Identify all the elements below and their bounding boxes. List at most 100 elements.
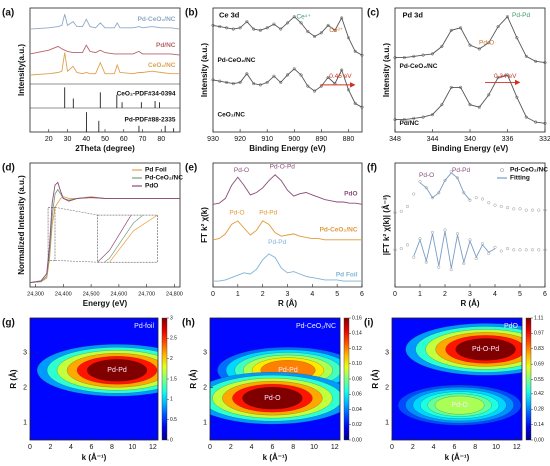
map-title: PdO: [504, 323, 519, 330]
x-tick-label: 4: [432, 444, 436, 451]
line: [29, 44, 181, 56]
x-tick-label: 50: [101, 136, 109, 143]
x-tick-label: 12: [331, 444, 339, 451]
panel-label: (i): [364, 318, 373, 329]
data-point: [218, 79, 222, 83]
colorbar-label: 0.97: [534, 331, 544, 337]
x-tick-label: 6: [452, 444, 456, 451]
panel: (f) R (Å) |FT k² χ(k)| (Å⁻³) 0 1 2 3 4 5 6 Pd-O Pd-…: [367, 162, 548, 308]
line: [213, 253, 362, 282]
data-point: [459, 26, 463, 30]
x-tick-label: 3: [468, 291, 472, 298]
legend-label: Pd-CeO₂/NC: [145, 175, 183, 182]
map-title: Pd-CeO₂/NC: [296, 323, 336, 330]
y-tick-label: 1: [203, 419, 207, 426]
colorbar-label: 1.5: [170, 376, 177, 382]
x-tick-label: 10: [310, 444, 318, 451]
data-point: [440, 44, 444, 48]
peak: [434, 395, 485, 415]
x-axis-title: k (Å⁻¹): [82, 453, 107, 462]
data-point: [306, 84, 310, 88]
data-point: [292, 15, 296, 19]
series-label: PdO: [344, 191, 357, 198]
heatmap: [397, 323, 522, 426]
annotation: Ce 3d: [219, 10, 240, 19]
data-point: [299, 21, 303, 25]
data-point: [487, 41, 491, 45]
data-point: [477, 47, 481, 51]
data-point: [346, 36, 351, 40]
data-point: [524, 54, 528, 58]
data-point: [333, 28, 337, 32]
panel-label: (g): [2, 318, 15, 329]
data-point: [505, 247, 510, 251]
data-point: [412, 192, 416, 196]
x-axis-title: 2Theta (degree): [75, 144, 135, 153]
colorbar-label: 3: [170, 315, 173, 321]
zoom-box: [47, 207, 56, 261]
data-point: [518, 248, 522, 252]
data-point: [258, 28, 262, 32]
x-tick-label: 6: [360, 291, 364, 298]
data-point: [424, 186, 428, 190]
panel: Pd-Pd Pd-O Pd-CeO₂/NC 0.00 0.02 0.04 0.06 0.08 0…: [182, 315, 362, 462]
data-point: [524, 208, 528, 212]
x-tick-label: 12: [149, 444, 157, 451]
colorbar-label: 0.42: [534, 391, 544, 397]
peak: [242, 387, 303, 410]
data-point: [326, 23, 330, 27]
data-point: [272, 22, 276, 26]
data-point: [537, 248, 541, 252]
colorbar-label: 0.14: [352, 331, 362, 337]
x-tick-label: 24,700: [138, 291, 155, 297]
data-point: [459, 85, 463, 89]
annotation: Pd-Pd: [512, 12, 530, 19]
colorbar-label: 1.11: [534, 315, 544, 321]
x-axis-title: k (Å⁻¹): [263, 453, 288, 462]
x-tick-label: 6: [270, 444, 274, 451]
data-point: [437, 265, 441, 269]
colorbar-label: 0.55: [534, 377, 544, 383]
series-label: Pd-CeO₂/NC: [217, 57, 255, 64]
panel-label: (h): [182, 318, 195, 329]
colorbar: [343, 317, 350, 441]
x-axis-title: Binding Energy (eV): [249, 144, 326, 153]
data-point: [534, 120, 538, 124]
x-axis-title: k (Å⁻¹): [445, 453, 470, 462]
peak-label: Pd-Pd: [107, 367, 127, 374]
annotation: 0.46 eV: [329, 73, 352, 80]
x-tick-label: 4: [493, 291, 497, 298]
panel: (e) R (Å) FT k² χ(k) 0 1 2 3 4 5 6 PdO Pd-CeO₂/NC Pd…: [185, 162, 364, 308]
y-axis-title: |FT k² χ(k)| (Å⁻³): [382, 194, 391, 255]
line: [212, 16, 363, 56]
colorbar-label: 0.00: [534, 437, 544, 443]
annotation: Ce⁴⁺: [296, 13, 311, 20]
data-point: [405, 243, 410, 247]
data-point: [449, 28, 453, 32]
data-point: [449, 85, 453, 89]
y-tick-label: 3: [385, 350, 389, 357]
panel-label: (e): [185, 163, 197, 174]
colorbar-label: 0.02: [352, 422, 362, 428]
data-point: [412, 255, 416, 259]
plot-frame: [391, 317, 523, 441]
data-point: [313, 34, 317, 39]
y-axis-title: FT k² χ(k): [200, 207, 209, 243]
x-tick-label: 920: [234, 136, 246, 143]
data-point: [313, 89, 317, 93]
x-tick-label: 24,300: [27, 291, 44, 297]
data-point: [518, 207, 522, 211]
data-point: [231, 27, 235, 31]
data-point: [477, 105, 481, 109]
data-point: [218, 25, 222, 29]
data-point: [285, 21, 290, 25]
x-tick-label: 24,500: [83, 291, 100, 297]
data-point: [443, 178, 447, 182]
x-tick-label: 0: [390, 444, 394, 451]
line: [29, 14, 181, 30]
x-axis-title: R (Å): [460, 299, 479, 308]
line: [395, 15, 546, 64]
data-point: [537, 208, 541, 212]
data-point: [534, 59, 538, 63]
